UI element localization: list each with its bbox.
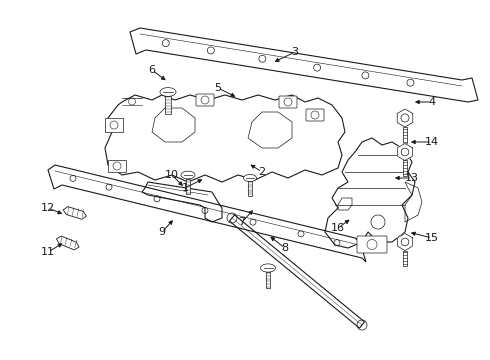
Text: 14: 14 — [425, 137, 439, 147]
Text: 9: 9 — [158, 227, 166, 237]
Text: 8: 8 — [281, 243, 289, 253]
Bar — [403, 161, 407, 176]
Bar — [402, 127, 408, 143]
Polygon shape — [398, 144, 413, 161]
Text: 7: 7 — [239, 217, 245, 227]
Text: 5: 5 — [215, 83, 221, 93]
Ellipse shape — [181, 171, 195, 179]
Text: 13: 13 — [405, 173, 419, 183]
Text: 16: 16 — [331, 223, 345, 233]
Text: 6: 6 — [148, 65, 155, 75]
Bar — [266, 272, 270, 288]
FancyBboxPatch shape — [196, 94, 214, 106]
Ellipse shape — [261, 264, 275, 272]
Polygon shape — [398, 234, 413, 251]
Bar — [248, 181, 252, 195]
Bar — [166, 96, 171, 114]
Polygon shape — [397, 109, 413, 127]
FancyBboxPatch shape — [279, 96, 297, 108]
Text: 12: 12 — [41, 203, 55, 213]
Text: 1: 1 — [181, 183, 189, 193]
Bar — [105, 118, 123, 132]
Text: 10: 10 — [165, 170, 179, 180]
Text: 4: 4 — [428, 97, 436, 107]
FancyBboxPatch shape — [357, 236, 387, 253]
FancyBboxPatch shape — [306, 109, 324, 121]
Text: 15: 15 — [425, 233, 439, 243]
Bar — [108, 160, 126, 172]
Bar — [403, 251, 407, 266]
Text: 3: 3 — [292, 47, 298, 57]
Ellipse shape — [244, 175, 256, 181]
Text: 11: 11 — [41, 247, 55, 257]
Bar — [186, 179, 190, 194]
Ellipse shape — [160, 87, 176, 96]
Text: 2: 2 — [258, 167, 266, 177]
